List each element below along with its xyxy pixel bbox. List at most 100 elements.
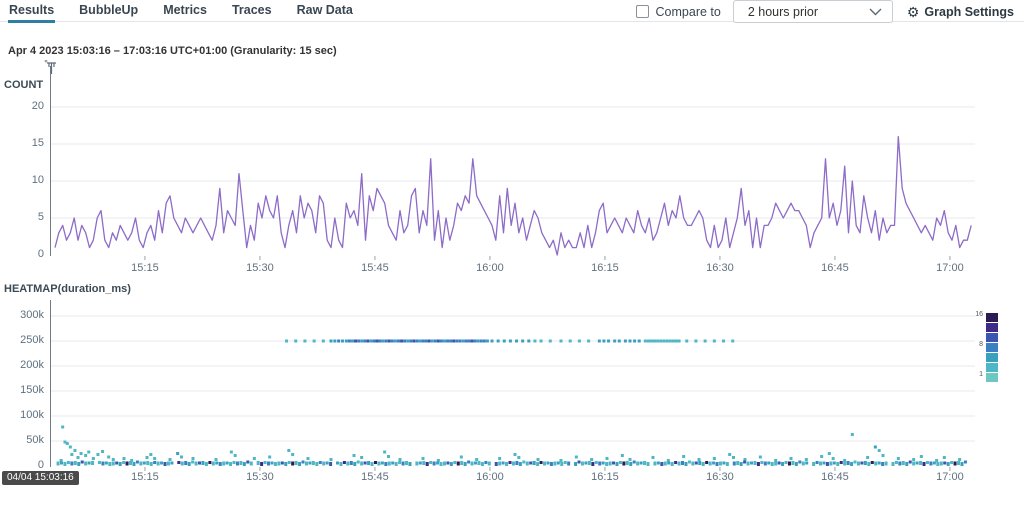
heatmap-tile: [322, 461, 326, 466]
heatmap-tile: [620, 454, 624, 457]
heatmap-tile: [285, 339, 289, 343]
heatmap-tile: [176, 452, 180, 455]
tab-results[interactable]: Results: [8, 0, 56, 23]
heatmap-tile: [380, 461, 384, 465]
heatmap-tile: [97, 461, 101, 464]
graph-settings-label: Graph Settings: [924, 4, 1014, 19]
heatmap-tile: [139, 461, 143, 466]
heatmap-tile: [464, 339, 468, 343]
heatmap-tile: [249, 461, 253, 466]
heatmap-tile: [932, 461, 936, 465]
heatmap-tile: [303, 339, 307, 343]
heatmap-tile: [463, 462, 467, 466]
heatmap-tile: [494, 462, 498, 466]
heatmap-tile: [722, 461, 726, 465]
heatmap-tile: [935, 459, 939, 462]
heatmap-tile: [632, 460, 636, 464]
heatmap-tile: [805, 461, 809, 465]
heatmap-tile: [459, 455, 463, 459]
heatmap-tile: [896, 457, 900, 460]
heatmap-tile: [881, 454, 885, 457]
heatmap-tile: [663, 461, 667, 466]
heatmap-tile: [360, 461, 364, 466]
heatmap-tile: [608, 461, 612, 466]
heatmap-tile: [867, 462, 871, 466]
heatmap-tile: [387, 339, 391, 343]
heatmap-tile: [656, 339, 660, 343]
heatmap-tile: [344, 339, 348, 343]
heatmap-tile: [743, 460, 747, 464]
tab-bubbleup[interactable]: BubbleUp: [79, 3, 139, 17]
heatmap-tile: [517, 456, 521, 459]
heatmap-tile: [584, 461, 588, 465]
heatmap-tile: [436, 339, 440, 343]
heatmap-tile: [427, 339, 431, 343]
heatmap-tile: [439, 339, 443, 343]
heatmap-tile: [656, 461, 660, 465]
heatmap-tile: [781, 462, 785, 466]
heatmap-tile: [894, 461, 898, 464]
heatmap-tile: [701, 462, 705, 466]
tab-traces[interactable]: Traces: [231, 3, 272, 17]
heatmap-tile: [180, 455, 183, 459]
compare-period-select[interactable]: 2 hours prior: [732, 0, 893, 23]
compare-to-label: Compare to: [655, 4, 721, 19]
heatmap-tile: [418, 339, 422, 343]
graph-settings-button[interactable]: ⚙ Graph Settings: [907, 5, 1014, 19]
heatmap-tile: [418, 461, 422, 465]
heatmap-tile: [168, 458, 172, 461]
heatmap-tile: [929, 461, 933, 466]
heatmap-tile: [874, 461, 878, 466]
heatmap-tile: [681, 461, 685, 465]
heatmap-tile: [153, 461, 157, 464]
heatmap-tile: [870, 461, 874, 464]
heatmap-tile: [715, 462, 719, 466]
heatmap-tile: [694, 461, 698, 465]
heatmap-tile: [594, 461, 598, 464]
heatmap-tile: [405, 461, 409, 465]
heatmap-tile: [825, 462, 829, 466]
heatmap-tile: [728, 453, 732, 456]
heatmap-tile: [421, 339, 425, 343]
heatmap-tile: [372, 339, 376, 343]
tab-metrics[interactable]: Metrics: [163, 3, 207, 17]
heatmap-tile: [442, 461, 446, 466]
heatmap-tile: [403, 339, 407, 343]
heatmap-tile: [646, 339, 650, 343]
heatmap-tile: [354, 339, 358, 343]
tab-raw-data[interactable]: Raw Data: [296, 3, 353, 17]
compare-to-checkbox[interactable]: [635, 5, 649, 18]
heatmap-tile: [774, 459, 778, 462]
heatmap-tile: [60, 461, 64, 465]
heatmap-tile: [746, 461, 750, 466]
heatmap-tile: [291, 453, 295, 456]
heatmap-tile: [461, 339, 465, 343]
heatmap-tile: [839, 461, 843, 464]
heatmap-tile: [280, 461, 284, 465]
count-line-series[interactable]: [54, 135, 972, 256]
heatmap-tile: [476, 339, 480, 343]
pin-axis-icon[interactable]: [43, 60, 59, 77]
heatmap-tile: [563, 461, 567, 464]
heatmap-tile: [943, 461, 947, 465]
heatmap-tile: [101, 461, 105, 466]
heatmap-tile: [246, 460, 250, 464]
heatmap-tile: [915, 461, 919, 465]
heatmap-tile: [366, 339, 370, 343]
heatmap-tile: [91, 461, 95, 465]
heatmap-tile: [268, 455, 272, 459]
heatmap-tile: [341, 339, 344, 343]
heatmap-tile: [522, 460, 526, 464]
heatmap-tile: [536, 458, 540, 461]
heatmap-tile: [363, 461, 367, 465]
heatmap-tile: [287, 449, 291, 452]
heatmap-tile: [831, 457, 835, 460]
heatmap-tile: [104, 461, 108, 465]
heatmap-tile: [370, 462, 374, 466]
heatmap-tile: [670, 462, 674, 466]
heatmap-tile: [312, 339, 316, 343]
heatmap-tile: [132, 462, 136, 466]
heatmap-tile: [218, 462, 222, 466]
heatmap-tile: [381, 339, 385, 343]
